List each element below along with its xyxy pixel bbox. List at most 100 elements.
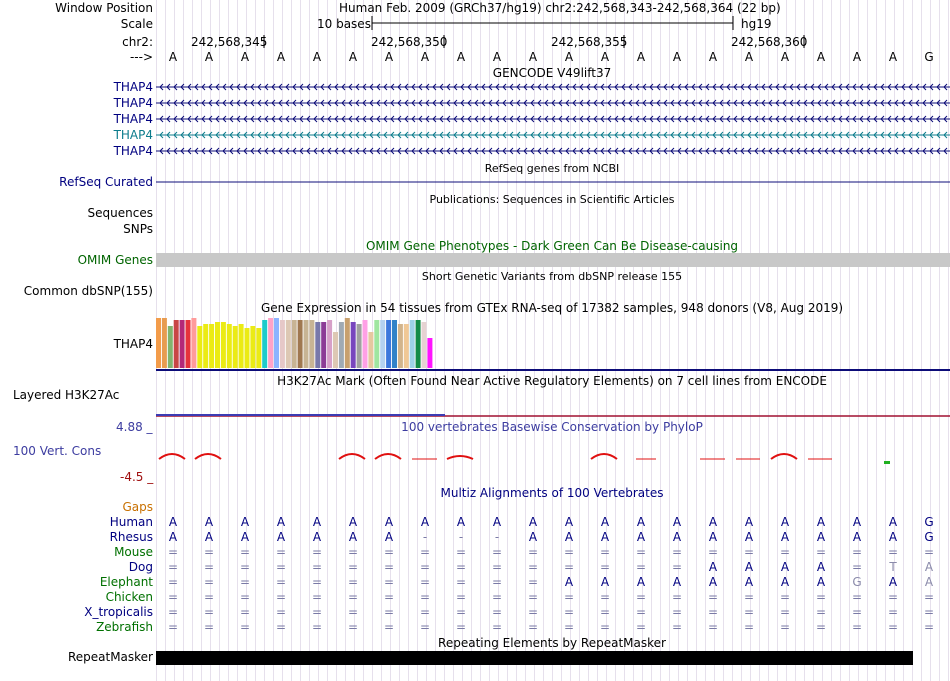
alignment-base: =: [635, 590, 647, 604]
species-label[interactable]: Rhesus: [109, 530, 153, 544]
conservation-peaks[interactable]: [158, 453, 890, 464]
base-letter: A: [564, 50, 574, 64]
gtex-tissue-bar: [179, 320, 185, 368]
gencode-transcript-line: [156, 83, 950, 91]
gtex-tissue-bar: [344, 318, 350, 368]
gtex-label[interactable]: THAP4: [113, 337, 153, 351]
gtex-tissue-bar: [368, 332, 374, 368]
repeatmasker-label[interactable]: RepeatMasker: [67, 650, 153, 664]
conservation-label[interactable]: 100 Vert. Cons: [13, 444, 102, 458]
alignment-base: A: [888, 575, 898, 589]
gtex-tissue-bar: [427, 338, 433, 368]
gencode-gene-3[interactable]: THAP4: [113, 112, 153, 126]
gtex-tissue-bar: [250, 326, 256, 368]
species-label[interactable]: X_tropicalis: [84, 605, 153, 619]
gtex-tissue-bar: [167, 326, 173, 368]
gtex-tissue-bar: [191, 318, 197, 368]
alignment-base: A: [780, 560, 790, 574]
alignment-base: =: [707, 605, 719, 619]
dbsnp-title: Short Genetic Variants from dbSNP releas…: [421, 270, 683, 283]
alignment-base: =: [239, 575, 251, 589]
repeatmasker-title: Repeating Elements by RepeatMasker: [438, 636, 666, 650]
publications-snps-label[interactable]: SNPs: [123, 222, 153, 236]
alignment-base: =: [635, 560, 647, 574]
alignment-base: =: [311, 560, 323, 574]
gtex-tissue-bar: [238, 324, 244, 368]
alignment-base: =: [815, 620, 827, 634]
omim-gene-bar[interactable]: [156, 253, 950, 267]
species-label[interactable]: Human: [109, 515, 153, 529]
gencode-gene-1[interactable]: THAP4: [113, 80, 153, 94]
gencode-gene-5[interactable]: THAP4: [113, 144, 153, 158]
scale-value: 10 bases: [317, 17, 371, 31]
alignment-base: A: [636, 575, 646, 589]
alignment-base: A: [744, 575, 754, 589]
alignment-base: A: [168, 515, 178, 529]
species-label[interactable]: Elephant: [99, 575, 153, 589]
gencode-gene-2[interactable]: THAP4: [113, 96, 153, 110]
conservation-ymax: 4.88 _: [116, 420, 153, 434]
alignment-base: =: [455, 590, 467, 604]
alignment-base: A: [384, 515, 394, 529]
alignment-base: =: [311, 620, 323, 634]
gaps-label[interactable]: Gaps: [122, 500, 153, 514]
alignment-base: =: [347, 590, 359, 604]
gtex-tissue-bar: [309, 320, 315, 368]
gtex-tissue-bar: [421, 322, 427, 368]
alignment-base: =: [167, 545, 179, 559]
window-position-value[interactable]: Human Feb. 2009 (GRCh37/hg19) chr2:242,5…: [339, 1, 781, 15]
alignment-base: =: [311, 545, 323, 559]
alignment-base: =: [419, 575, 431, 589]
gtex-tissue-bar: [315, 322, 321, 368]
omim-label[interactable]: OMIM Genes: [77, 253, 153, 267]
gtex-tissue-bar: [185, 320, 191, 368]
alignment-base: =: [419, 605, 431, 619]
scale-label: Scale: [120, 17, 153, 31]
conservation-peak: [770, 453, 798, 460]
gencode-gene-4[interactable]: THAP4: [113, 128, 153, 142]
omim-title: OMIM Gene Phenotypes - Dark Green Can Be…: [365, 239, 739, 253]
species-label[interactable]: Chicken: [105, 590, 153, 604]
alignment-base: =: [455, 605, 467, 619]
base-letter: A: [240, 50, 250, 64]
gtex-bar-chart[interactable]: [156, 318, 433, 368]
alignment-base: A: [348, 530, 358, 544]
alignment-base: =: [347, 560, 359, 574]
conservation-peak: [194, 453, 222, 460]
alignment-base: =: [923, 605, 935, 619]
alignment-base: =: [527, 605, 539, 619]
alignment-base: =: [851, 605, 863, 619]
h3k27ac-title: H3K27Ac Mark (Often Found Near Active Re…: [277, 374, 827, 388]
alignment-base: T: [889, 560, 897, 574]
alignment-base: =: [167, 560, 179, 574]
gtex-tissue-bar: [226, 324, 232, 368]
gtex-tissue-bar: [362, 320, 368, 368]
alignment-base: =: [311, 575, 323, 589]
refseq-label[interactable]: RefSeq Curated: [59, 175, 153, 189]
gtex-tissue-bar: [262, 320, 268, 368]
h3k27ac-label[interactable]: Layered H3K27Ac: [13, 388, 120, 402]
conservation-peak: [158, 453, 186, 460]
alignment-base: A: [600, 530, 610, 544]
conservation-peak: [374, 453, 402, 460]
dbsnp-label[interactable]: Common dbSNP(155): [23, 284, 153, 298]
publications-sequences-label[interactable]: Sequences: [87, 206, 153, 220]
alignment-base: A: [564, 530, 574, 544]
gtex-tissue-bar: [415, 320, 421, 368]
alignment-base: =: [383, 590, 395, 604]
gtex-tissue-bar: [285, 320, 291, 368]
alignment-base: A: [564, 575, 574, 589]
alignment-base: =: [527, 545, 539, 559]
species-label[interactable]: Dog: [128, 560, 153, 574]
gtex-tissue-bar: [244, 328, 250, 368]
gtex-tissue-bar: [220, 322, 226, 368]
species-label[interactable]: Zebrafish: [96, 620, 153, 634]
alignment-base: =: [383, 620, 395, 634]
gencode-transcripts[interactable]: [156, 83, 950, 155]
base-letter: G: [924, 50, 934, 64]
species-label[interactable]: Mouse: [114, 545, 153, 559]
alignment-base: A: [852, 530, 862, 544]
alignment-base: A: [888, 530, 898, 544]
repeatmasker-bar[interactable]: [156, 651, 913, 665]
alignment-base: =: [815, 545, 827, 559]
